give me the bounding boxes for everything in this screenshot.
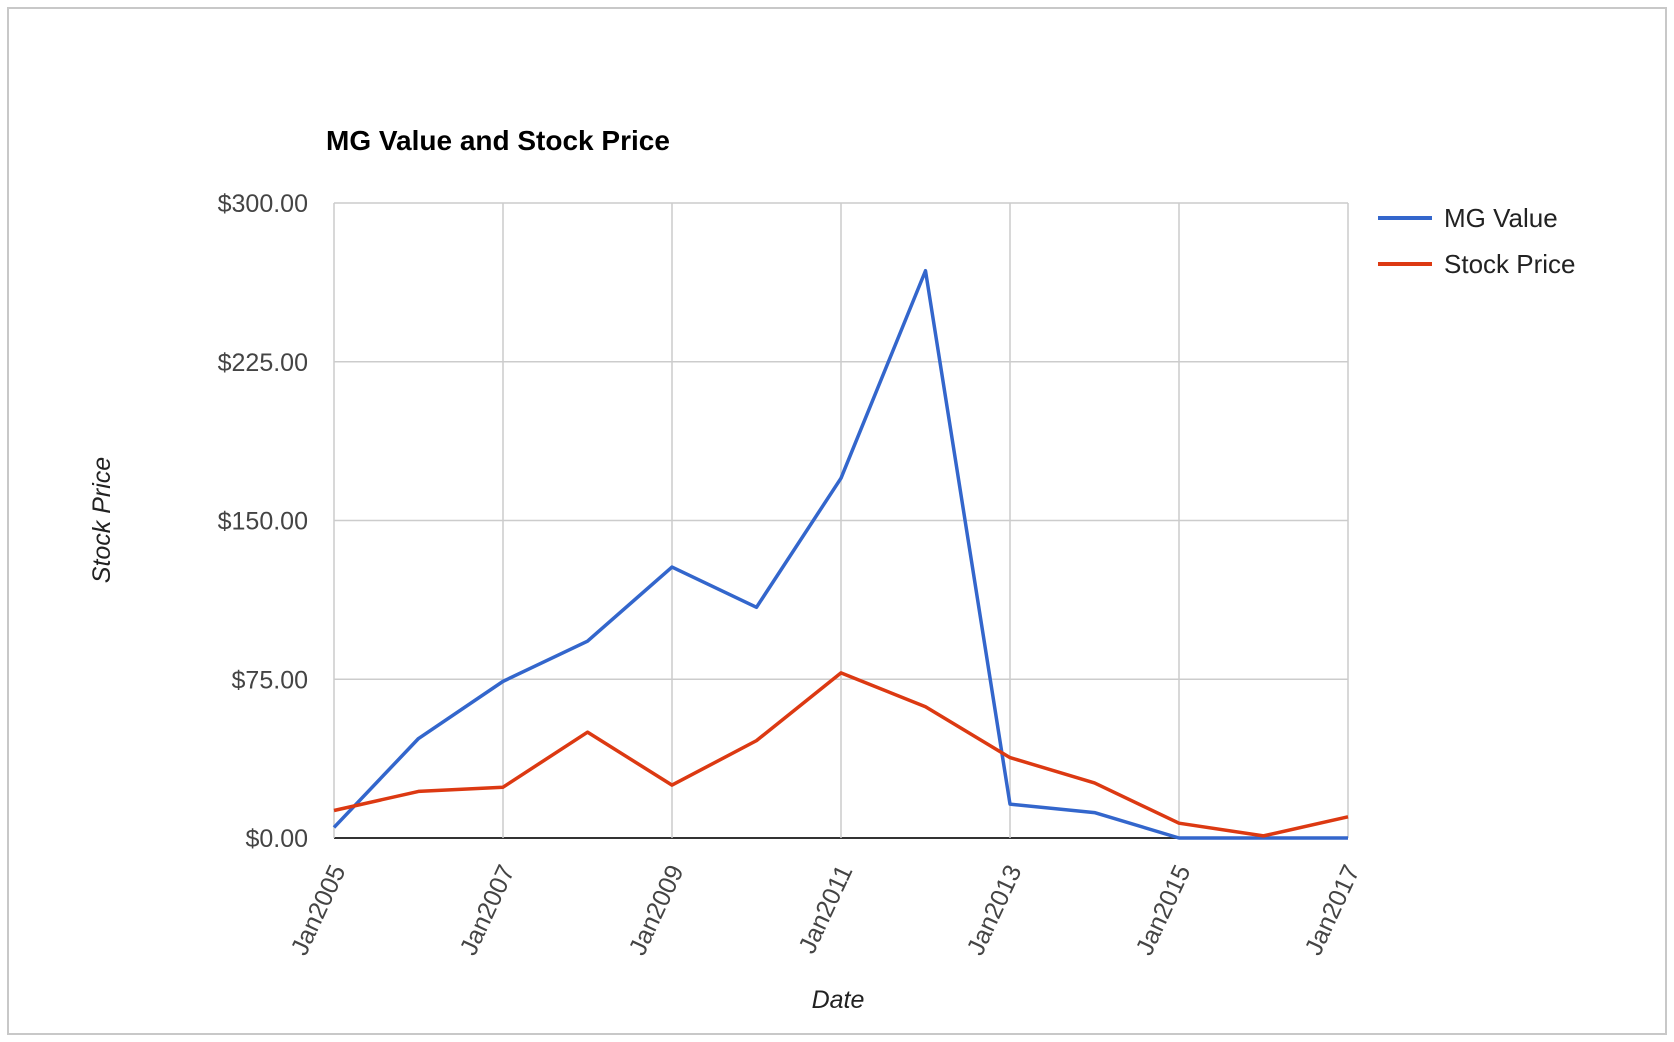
y-tick-label: $0.00 <box>245 825 308 853</box>
legend-item-mg-value: MG Value <box>1378 203 1558 233</box>
y-axis-label: Stock Price <box>88 457 116 583</box>
legend-item-stock-price: Stock Price <box>1378 249 1576 279</box>
y-tick-label: $75.00 <box>232 666 308 694</box>
series-line-mg-value <box>332 268 1348 840</box>
y-tick-label: $225.00 <box>218 349 308 377</box>
series-line-stock-price <box>333 671 1349 838</box>
legend-label: MG Value <box>1444 203 1558 233</box>
x-axis-label: Date <box>812 986 865 1014</box>
y-tick-label: $300.00 <box>218 190 308 218</box>
series-lines <box>332 268 1349 840</box>
y-axis-tick-labels: $0.00 $75.00 $150.00 $225.00 $300.00 <box>218 190 308 853</box>
legend-label: Stock Price <box>1444 249 1576 279</box>
chart-title: MG Value and Stock Price <box>326 125 670 156</box>
y-tick-label: $150.00 <box>218 508 308 536</box>
legend: MG Value Stock Price <box>1378 203 1576 279</box>
